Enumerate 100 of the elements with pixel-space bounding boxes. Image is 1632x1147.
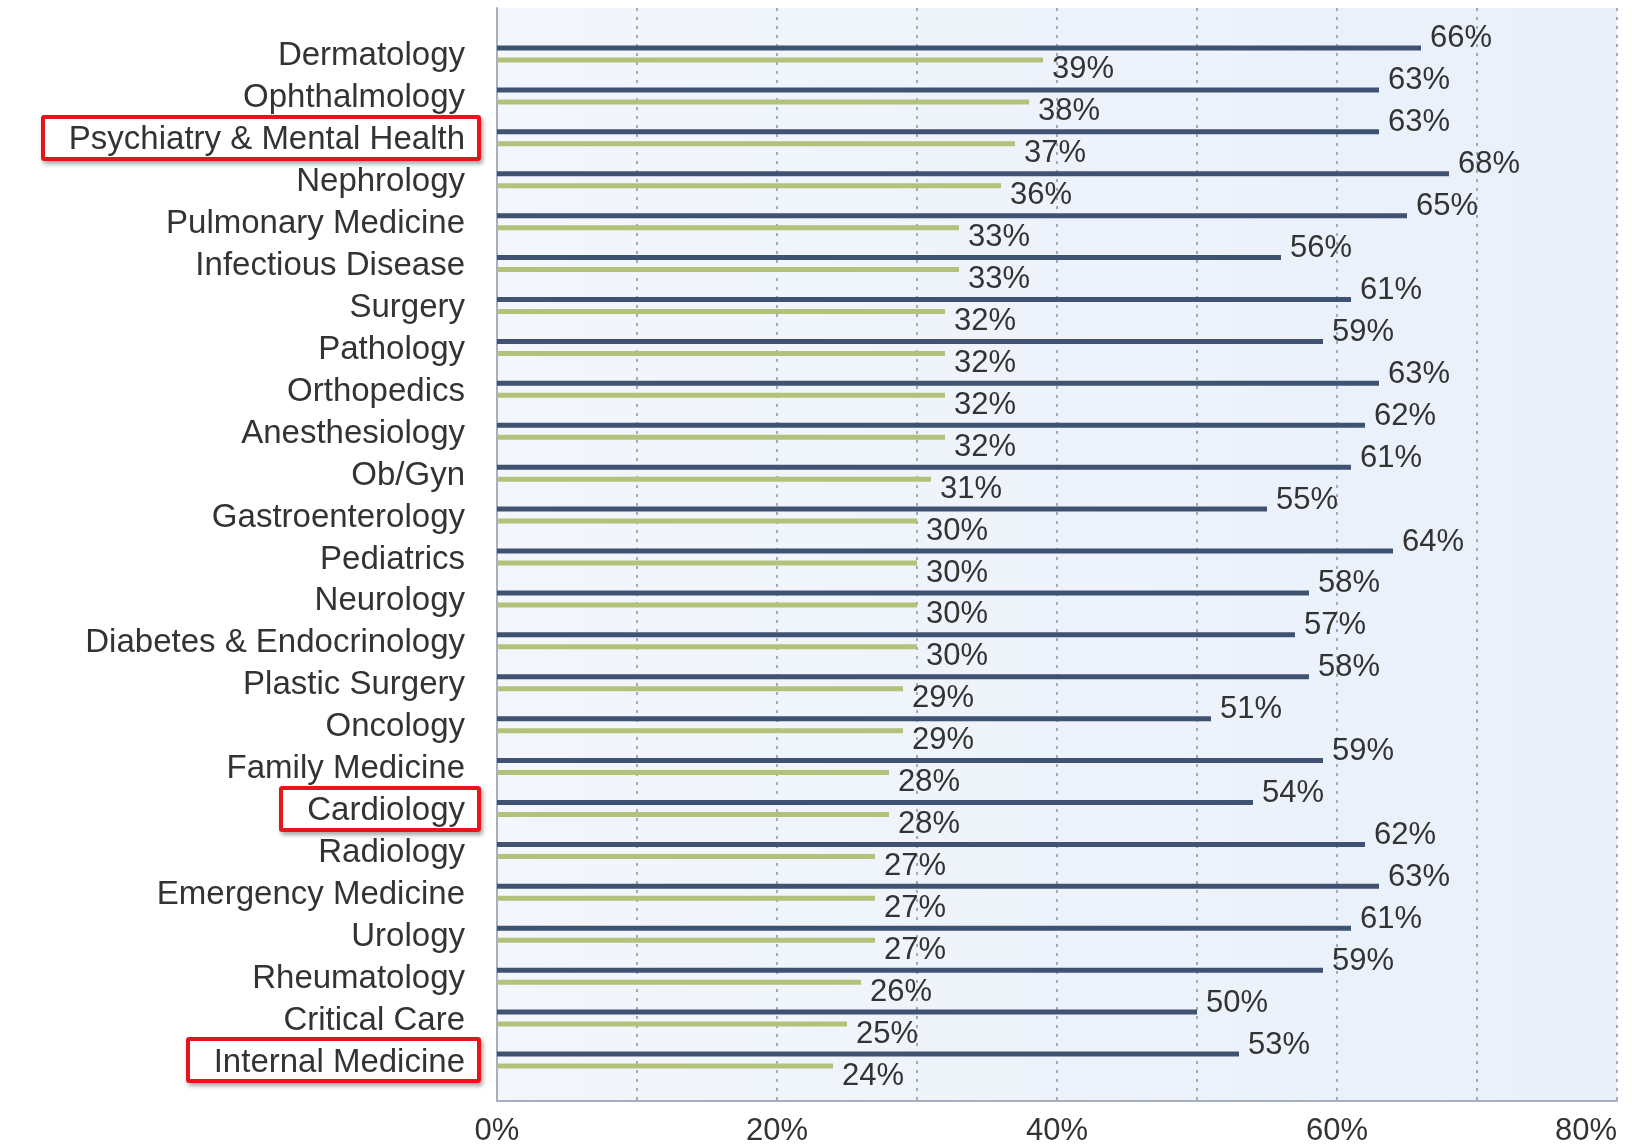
data-label: 62% xyxy=(1374,815,1437,851)
bar xyxy=(497,476,931,482)
x-tick-label: 60% xyxy=(1305,1112,1369,1147)
bar xyxy=(497,560,917,566)
data-label: 32% xyxy=(954,427,1017,463)
bar xyxy=(497,590,1309,596)
bar xyxy=(497,674,1309,680)
data-label: 63% xyxy=(1388,61,1451,97)
data-label: 64% xyxy=(1402,522,1465,558)
y-tick-label: Family Medicine xyxy=(226,748,465,786)
y-tick-label: Gastroenterology xyxy=(211,496,466,534)
data-label: 59% xyxy=(1332,312,1395,348)
x-tick-label: 80% xyxy=(1554,1112,1617,1147)
x-tick-label: 0% xyxy=(474,1112,520,1147)
bar xyxy=(497,338,1323,344)
data-label: 32% xyxy=(954,385,1017,421)
y-tick-label: Pathology xyxy=(318,328,466,366)
bar xyxy=(497,392,945,398)
data-label: 59% xyxy=(1332,732,1395,768)
y-tick-label: Psychiatry & Mental Health xyxy=(68,119,465,157)
data-label: 32% xyxy=(954,343,1017,379)
bar xyxy=(497,967,1323,973)
data-label: 32% xyxy=(954,301,1017,337)
data-label: 38% xyxy=(1038,92,1101,128)
data-label: 28% xyxy=(898,805,961,841)
y-tick-label: Nephrology xyxy=(296,161,466,199)
data-label: 61% xyxy=(1360,270,1423,306)
data-label: 33% xyxy=(968,218,1031,254)
bar xyxy=(497,548,1393,554)
data-label: 27% xyxy=(884,846,947,882)
data-label: 30% xyxy=(926,553,989,589)
data-label: 36% xyxy=(1010,176,1073,212)
data-label: 24% xyxy=(842,1056,905,1092)
bar xyxy=(497,506,1267,512)
bar xyxy=(497,308,945,314)
bar xyxy=(497,99,1029,105)
data-label: 65% xyxy=(1416,187,1479,223)
y-tick-label: Rheumatology xyxy=(252,957,466,995)
y-tick-label: Anesthesiology xyxy=(241,412,466,450)
y-tick-label: Dermatology xyxy=(277,35,466,73)
bar xyxy=(497,380,1379,386)
bar xyxy=(497,141,1015,147)
data-label: 26% xyxy=(870,972,933,1008)
bar xyxy=(497,87,1379,93)
data-label: 29% xyxy=(912,679,975,715)
data-label: 57% xyxy=(1304,606,1367,642)
data-label: 27% xyxy=(884,888,947,924)
bar xyxy=(497,716,1211,722)
bar xyxy=(497,979,861,985)
data-label: 56% xyxy=(1290,229,1353,265)
y-tick-label: Neurology xyxy=(314,580,466,618)
bar xyxy=(497,800,1253,806)
data-label: 31% xyxy=(940,469,1003,505)
data-label: 39% xyxy=(1052,50,1115,86)
bar xyxy=(497,183,1001,189)
data-label: 28% xyxy=(898,763,961,799)
data-label: 25% xyxy=(856,1014,919,1050)
bar xyxy=(497,770,889,776)
y-tick-label: Pulmonary Medicine xyxy=(166,203,465,241)
data-label: 66% xyxy=(1430,19,1493,55)
data-label: 55% xyxy=(1276,480,1339,516)
bar xyxy=(497,225,959,231)
x-tick-label: 40% xyxy=(1025,1112,1089,1147)
bar xyxy=(497,812,889,818)
bar xyxy=(497,758,1323,764)
data-label: 51% xyxy=(1220,690,1283,726)
bar xyxy=(497,632,1295,638)
data-label: 68% xyxy=(1458,145,1521,181)
data-label: 58% xyxy=(1318,564,1381,600)
y-tick-label: Oncology xyxy=(325,706,466,744)
bar xyxy=(497,728,903,734)
bar xyxy=(497,434,945,440)
bar xyxy=(497,464,1351,470)
bar xyxy=(497,518,917,524)
y-tick-label: Critical Care xyxy=(283,999,465,1037)
y-tick-label: Ob/Gyn xyxy=(351,454,465,492)
bar xyxy=(497,895,875,901)
data-label: 61% xyxy=(1360,438,1423,474)
data-label: 63% xyxy=(1388,103,1451,139)
x-tick-label: 20% xyxy=(745,1112,809,1147)
bar xyxy=(497,686,903,692)
bar xyxy=(497,925,1351,931)
bar xyxy=(497,1021,847,1027)
bar xyxy=(497,45,1421,51)
bar xyxy=(497,602,917,608)
y-tick-label: Pediatrics xyxy=(320,538,465,576)
data-label: 61% xyxy=(1360,899,1423,935)
bar xyxy=(497,255,1281,261)
data-label: 54% xyxy=(1262,774,1325,810)
y-tick-label: Orthopedics xyxy=(287,370,465,408)
data-label: 62% xyxy=(1374,396,1437,432)
bar xyxy=(497,937,875,943)
data-label: 30% xyxy=(926,511,989,547)
bar xyxy=(497,57,1043,63)
bar xyxy=(497,841,1365,847)
bar xyxy=(497,129,1379,135)
y-tick-label: Emergency Medicine xyxy=(156,873,465,911)
data-label: 27% xyxy=(884,930,947,966)
y-tick-label: Diabetes & Endocrinology xyxy=(85,622,466,660)
y-tick-label: Ophthalmology xyxy=(243,77,466,115)
